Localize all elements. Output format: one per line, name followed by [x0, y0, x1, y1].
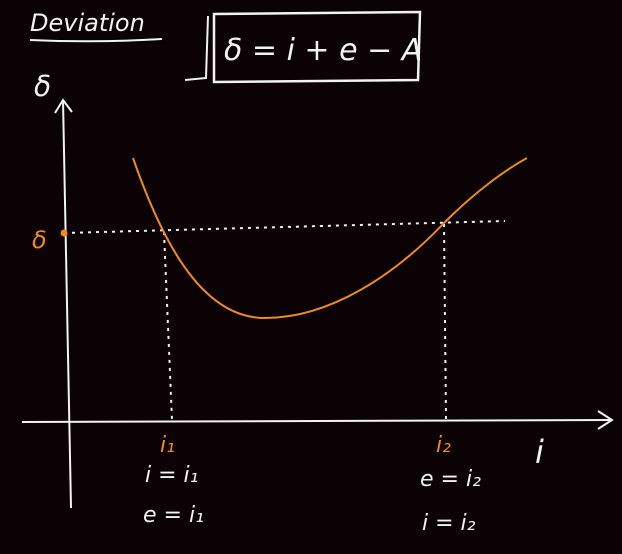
y-axis-arrow: [54, 98, 73, 114]
formula: δ = i + e − A: [224, 33, 422, 68]
x-axis-label: i: [535, 433, 544, 471]
delta-level-point: [60, 229, 68, 237]
heading-underline: [29, 38, 163, 43]
condition-left-2: e = i₁: [143, 503, 204, 528]
x-axis: [21, 419, 613, 423]
i1-label: i₁: [160, 433, 175, 458]
condition-right-1: e = i₂: [420, 467, 481, 492]
i2-label: i₂: [436, 433, 451, 458]
formula-box-sketch-line: [184, 15, 209, 81]
deviation-curve: [132, 157, 528, 320]
i1-drop-line: [163, 231, 173, 421]
delta-level-label: δ: [32, 226, 47, 254]
condition-left-1: i = i₁: [145, 463, 198, 488]
delta-level-line: [63, 220, 506, 234]
condition-right-2: i = i₂: [422, 511, 476, 536]
heading: Deviation: [30, 9, 145, 37]
formula-box: [212, 10, 422, 84]
y-axis-label: δ: [34, 70, 51, 103]
y-axis: [62, 99, 72, 509]
i2-drop-line: [443, 223, 447, 421]
x-axis-arrow: [597, 410, 614, 430]
